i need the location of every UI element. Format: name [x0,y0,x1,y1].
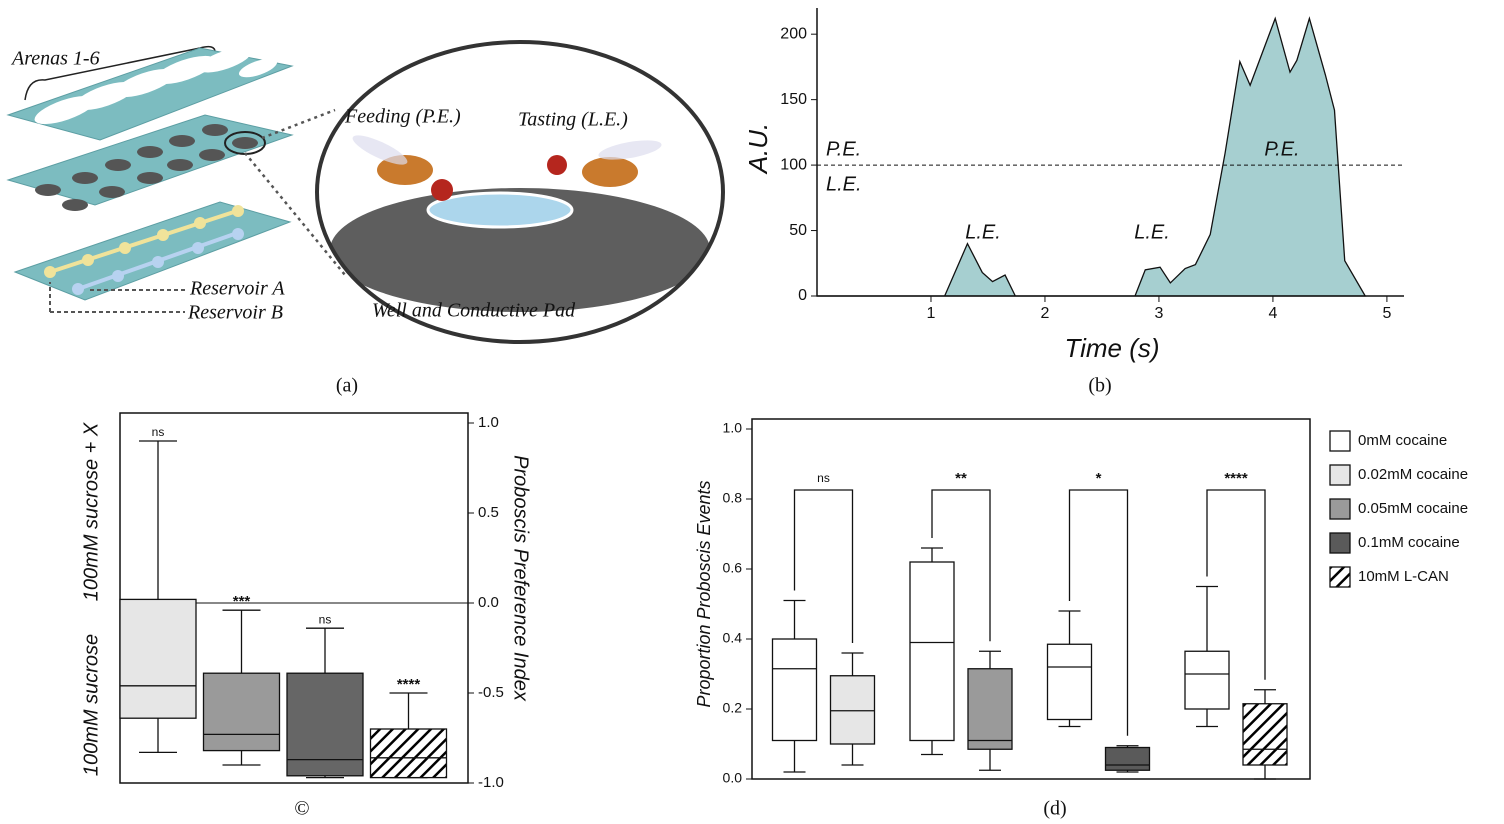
arena-plate [6,47,294,141]
caption: (d) [1043,798,1066,820]
y-tick-label: -0.5 [478,684,504,701]
legend-swatch [1329,532,1351,554]
box [119,598,197,719]
caption: (b) [1088,375,1111,397]
legend-swatch [1329,566,1351,588]
legend-label: 0mM cocaine [1358,432,1447,449]
left-label: 100mM sucrose + X [80,422,102,601]
significance: ** [955,470,967,487]
legend-label: 0.05mM cocaine [1358,500,1468,517]
left-label: 100mM sucrose [80,634,102,776]
legend-swatch [1329,498,1351,520]
y-tick-label: -1.0 [478,774,504,791]
box [202,672,281,752]
annotation: P.E. [826,138,861,160]
legend-swatch [1329,430,1351,452]
x-axis-label: Time (s) [1064,333,1159,363]
significance: *** [233,593,251,610]
fly-feeding [352,135,453,201]
y-tick-label: 1.0 [478,414,499,431]
pads [35,124,258,211]
legend-swatch [1329,464,1351,486]
well [426,191,574,229]
annotation: L.E. [826,173,862,195]
arena-cutouts [34,47,278,125]
legend-label: 0.02mM cocaine [1358,466,1468,483]
box [286,672,364,777]
legend-label: 0.1mM cocaine [1358,534,1460,551]
y-tick-label: 150 [780,91,807,108]
y-tick-label: 0.5 [478,504,499,521]
significance: * [1096,470,1102,487]
nodes-a [44,205,244,278]
bracket [24,45,216,101]
x-tick-label: 5 [1382,305,1391,322]
reservoir-arrows [49,282,185,313]
box [1242,703,1288,766]
y-tick-label: 0.8 [723,490,743,506]
y-tick-label: 0.4 [723,630,743,646]
annotation: L.E. [965,221,1001,243]
label: Feeding (P.E.) [344,106,461,128]
bracket [1068,489,1129,736]
box [909,561,955,742]
area [817,16,1367,297]
y-axis-label: Proboscis Preference Index [510,455,532,702]
line-a [49,208,241,274]
diagram: Arenas 1-6 Feeding (P.E.) Tasting (L.E.)… [6,40,725,397]
x-tick-label: 1 [927,305,936,322]
label: Reservoir A [189,278,285,300]
y-tick-label: 0.0 [478,594,499,611]
x-tick-label: 3 [1154,305,1163,322]
legend-label: 10mM L-CAN [1358,568,1449,585]
label: Arenas 1-6 [10,48,100,70]
y-axis-label: A.U. [743,123,773,176]
zoom-lines [244,108,346,276]
box [771,638,818,742]
box [1046,643,1093,721]
significance: ns [152,425,165,439]
bracket [931,489,991,642]
plot-frame [751,418,1311,780]
box [967,668,1013,750]
box [829,675,876,745]
x-tick-label: 2 [1041,305,1050,322]
box [1184,650,1230,710]
label: Reservoir B [187,302,283,324]
caption: © [294,798,309,820]
y-tick-label: 0.2 [723,700,743,716]
bracket [1206,489,1266,680]
significance: ns [319,612,332,626]
plot-frame [119,412,469,784]
nodes-b [72,228,244,295]
bracket [793,489,854,643]
reservoir-plate [13,201,292,301]
y-axis-label: Proportion Proboscis Events [694,480,714,707]
fly-tasting [547,140,662,187]
box [1104,746,1151,771]
significance: ns [817,471,830,485]
y-tick-label: 0.0 [723,770,743,786]
y-tick-label: 1.0 [723,420,743,436]
conductive-pad [330,188,710,312]
y-tick-label: 50 [789,222,807,239]
y-tick-label: 100 [780,156,807,173]
label: Tasting (L.E.) [518,109,628,131]
x-tick-label: 4 [1268,305,1277,322]
annotation: P.E. [1264,138,1299,160]
y-tick-label: 0.6 [723,560,743,576]
significance: **** [397,676,421,693]
caption: (a) [336,375,358,397]
y-tick-label: 200 [780,25,807,42]
annotation: L.E. [1134,221,1170,243]
label: Well and Conductive Pad [372,300,576,322]
significance: **** [1224,470,1248,487]
lens-border [315,40,725,344]
y-tick-label: 0 [798,287,807,304]
box [369,728,448,779]
